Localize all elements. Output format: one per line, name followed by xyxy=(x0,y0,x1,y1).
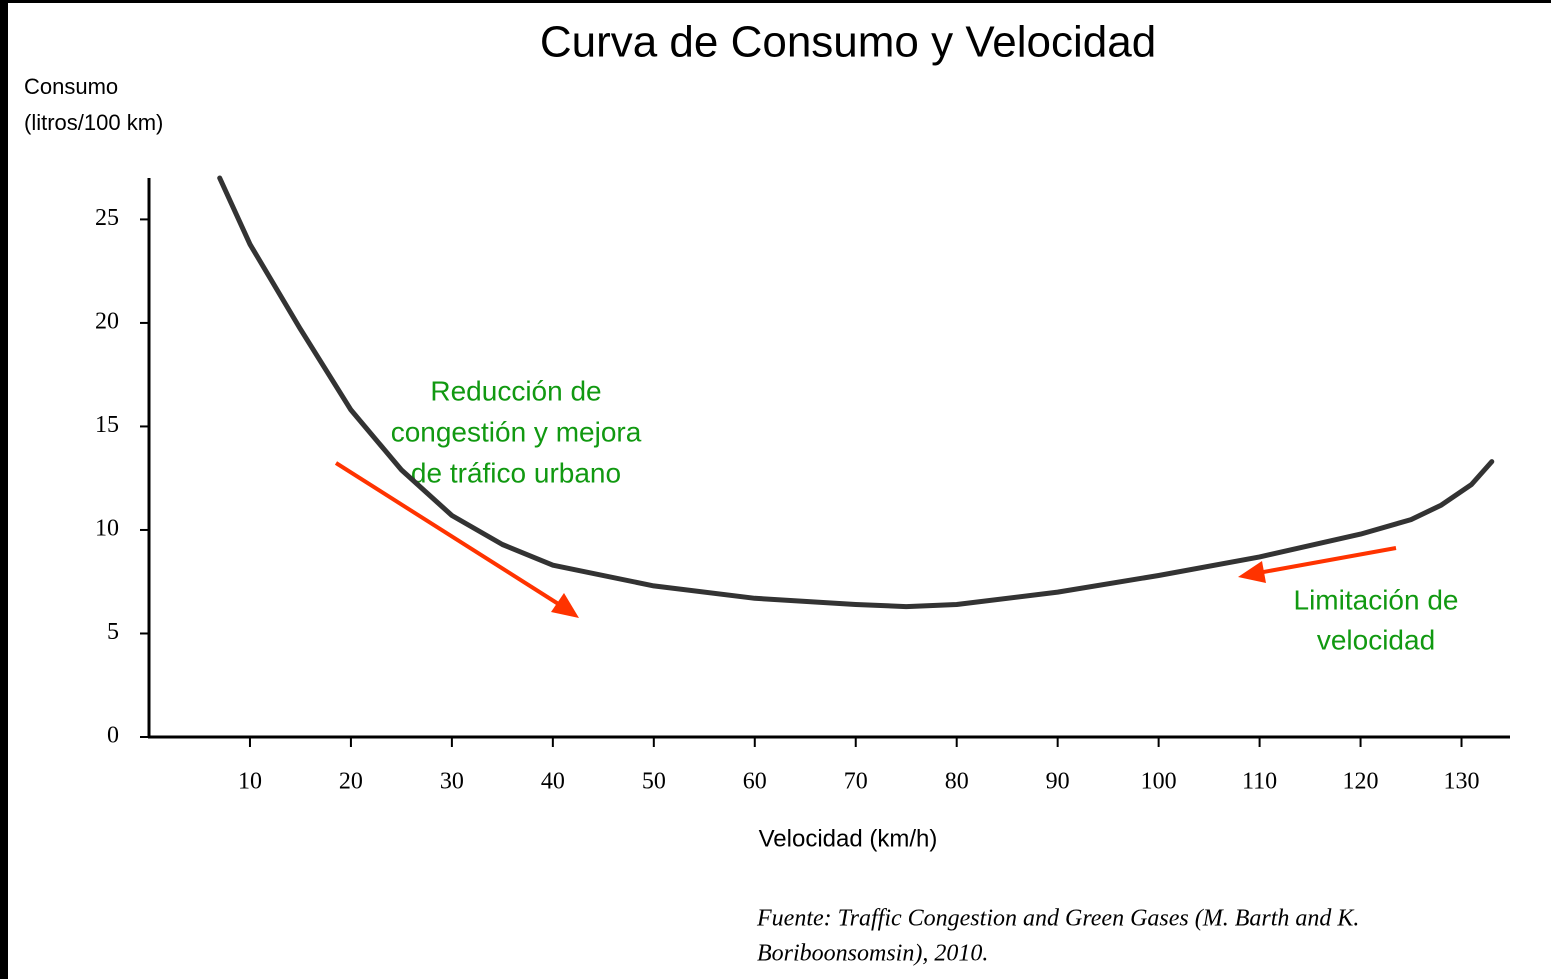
arrowhead xyxy=(1238,561,1266,583)
y-tick-label: 25 xyxy=(95,205,119,231)
annotations: Reducción de congestión y mejora de tráf… xyxy=(391,375,1459,655)
arrow xyxy=(1257,546,1397,575)
y-tick-label: 20 xyxy=(95,308,119,334)
x-tick-label: 10 xyxy=(238,769,262,795)
line-series xyxy=(217,175,1495,610)
source: Fuente: Traffic Congestion and Green Gas… xyxy=(756,906,1359,967)
y-axis-label: Consumo xyxy=(24,74,118,99)
chart-title: Curva de Consumo y Velocidad xyxy=(540,18,1156,67)
source-text: Boriboonsomsin), 2010. xyxy=(757,941,988,967)
background xyxy=(8,3,1551,979)
x-tick-label: 90 xyxy=(1046,769,1070,795)
x-tick-label: 60 xyxy=(743,769,767,795)
y-axis-label: (litros/100 km) xyxy=(24,110,163,135)
x-tick-label: 80 xyxy=(945,769,969,795)
x-tick-label: 110 xyxy=(1242,769,1277,795)
y-tick-label: 10 xyxy=(95,515,119,541)
annotation: de tráfico urbano xyxy=(411,457,621,488)
y-tick-label: 5 xyxy=(107,619,119,645)
annotation: velocidad xyxy=(1317,624,1435,655)
x-tick-label: 20 xyxy=(339,769,363,795)
x-tick-label: 70 xyxy=(844,769,868,795)
arrowhead xyxy=(551,593,579,618)
y-tick-label: 15 xyxy=(95,412,119,438)
arrows xyxy=(334,461,1397,618)
x-tick-label: 30 xyxy=(440,769,464,795)
x-tick-label: 100 xyxy=(1141,769,1177,795)
y-tick-label: 0 xyxy=(107,723,119,749)
x-tick-label: 40 xyxy=(541,769,565,795)
x-tick-label: 130 xyxy=(1444,769,1480,795)
x-tick-label: 50 xyxy=(642,769,666,795)
x-tick-label: 120 xyxy=(1343,769,1379,795)
arrow xyxy=(334,461,562,607)
annotation: congestión y mejora xyxy=(391,416,642,447)
source-text: Fuente: Traffic Congestion and Green Gas… xyxy=(756,906,1359,932)
annotation: Reducción de xyxy=(430,375,601,406)
annotation: Limitación de xyxy=(1294,584,1459,615)
x-axis-label: Velocidad (km/h) xyxy=(759,825,938,852)
